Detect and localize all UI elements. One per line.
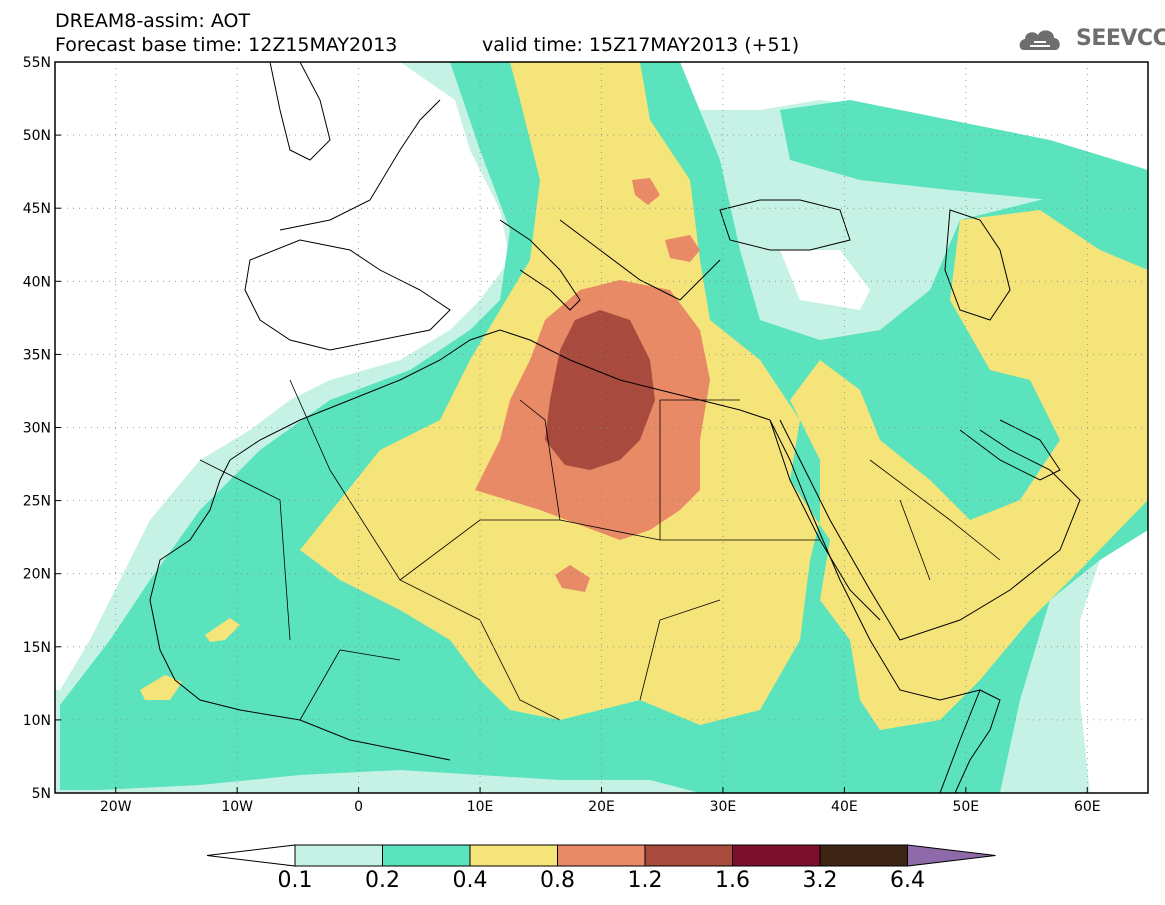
colorbar-swatch: [644, 844, 733, 867]
logo-text: SEEVCCC: [1076, 26, 1165, 51]
cloud-logo-icon: [1019, 30, 1060, 50]
aot-band-0.8-1.2-greece: [665, 235, 700, 262]
colorbar-swatch: [557, 844, 646, 867]
colorbar-level-label: 0.8: [540, 868, 575, 893]
lon-tick-label: 20E: [588, 799, 615, 815]
lon-tick-label: 50E: [952, 799, 979, 815]
colorbar-level-label: 0.4: [452, 868, 488, 893]
arabia-coastline: [779, 419, 1081, 641]
lat-tick-label: 20N: [23, 567, 51, 583]
africa-coastline: [229, 329, 981, 793]
colorbar-level-label: 0.2: [365, 868, 400, 893]
aot-band-0.8-1.2-balkans: [632, 178, 660, 205]
lat-tick-label: 25N: [23, 494, 51, 510]
lat-tick-label: 55N: [23, 55, 51, 71]
france-uk-coastline: [269, 62, 441, 231]
coastlines-and-borders: [149, 62, 1081, 793]
clean-region-mediterranean: [780, 250, 870, 310]
base-time-label: Forecast base time: 12Z15MAY2013: [55, 34, 398, 56]
lon-tick-label: 20W: [100, 799, 132, 815]
lon-tick-label: 60E: [1074, 799, 1101, 815]
clean-region-europe-atlantic: [55, 62, 510, 690]
colorbar-over-triangle: [907, 844, 996, 867]
lat-tick-label: 5N: [32, 786, 51, 802]
lon-tick-label: 10E: [467, 799, 494, 815]
lat-tick-label: 35N: [23, 347, 51, 363]
clean-region-indian-ocean: [1080, 520, 1148, 793]
aot-band-0.2-0.4-north: [780, 100, 1148, 230]
longitude-labels: 20W 10W 0 10E 20E 30E 40E 50E 60E: [100, 787, 1101, 815]
colorbar-swatch: [732, 844, 821, 867]
colorbar-swatch: [469, 844, 558, 867]
lat-tick-label: 45N: [23, 201, 51, 217]
latitude-labels: 55N 50N 45N 40N 35N 30N 25N 20N 15N 10N 5N: [23, 55, 61, 802]
colorbar-level-label: 1.2: [627, 868, 663, 893]
aot-band-0.4-0.8-west-africa: [140, 675, 182, 700]
valid-time-label: valid time: 15Z17MAY2013 (+51): [482, 34, 800, 56]
aot-band-0.8-1.2-chad: [555, 565, 590, 592]
black-sea-coastline: [719, 199, 851, 251]
lat-tick-label: 10N: [23, 713, 51, 729]
lon-tick-label: 10W: [221, 799, 253, 815]
lon-tick-label: 0: [354, 799, 363, 815]
east-africa-coastline: [954, 689, 1001, 793]
iberia-coastline: [244, 239, 451, 351]
model-title: DREAM8-assim: AOT: [55, 10, 251, 32]
colorbar-swatch: [382, 844, 471, 867]
colorbar-level-label: 0.1: [277, 868, 313, 893]
italy-coastline: [499, 219, 581, 311]
colorbar-swatch: [819, 844, 908, 867]
lon-tick-label: 40E: [831, 799, 858, 815]
aot-band-1.2-1.6: [545, 310, 655, 470]
caspian-coastline: [944, 209, 1011, 321]
aot-band-0.4-0.8-senegal: [205, 618, 240, 642]
colorbar-under-triangle: [206, 844, 296, 867]
lat-tick-label: 30N: [23, 421, 51, 437]
west-africa-coastline: [149, 459, 451, 761]
persian-gulf-coastline: [959, 419, 1061, 481]
lat-tick-label: 40N: [23, 274, 51, 290]
country-borders: [199, 379, 1001, 721]
lat-tick-label: 50N: [23, 128, 51, 144]
colorbar-level-label: 1.6: [715, 868, 750, 893]
colorbar-level-label: 3.2: [802, 868, 838, 893]
lon-tick-label: 30E: [710, 799, 737, 815]
clean-region-east-europe: [650, 62, 1148, 180]
colorbar-swatch: [294, 844, 383, 867]
balkans-coastline: [559, 219, 721, 301]
colorbar-level-label: 6.4: [890, 868, 925, 893]
colorbar: [206, 844, 996, 867]
lat-tick-label: 15N: [23, 640, 51, 656]
aot-band-0.4-0.8: [300, 62, 1148, 730]
